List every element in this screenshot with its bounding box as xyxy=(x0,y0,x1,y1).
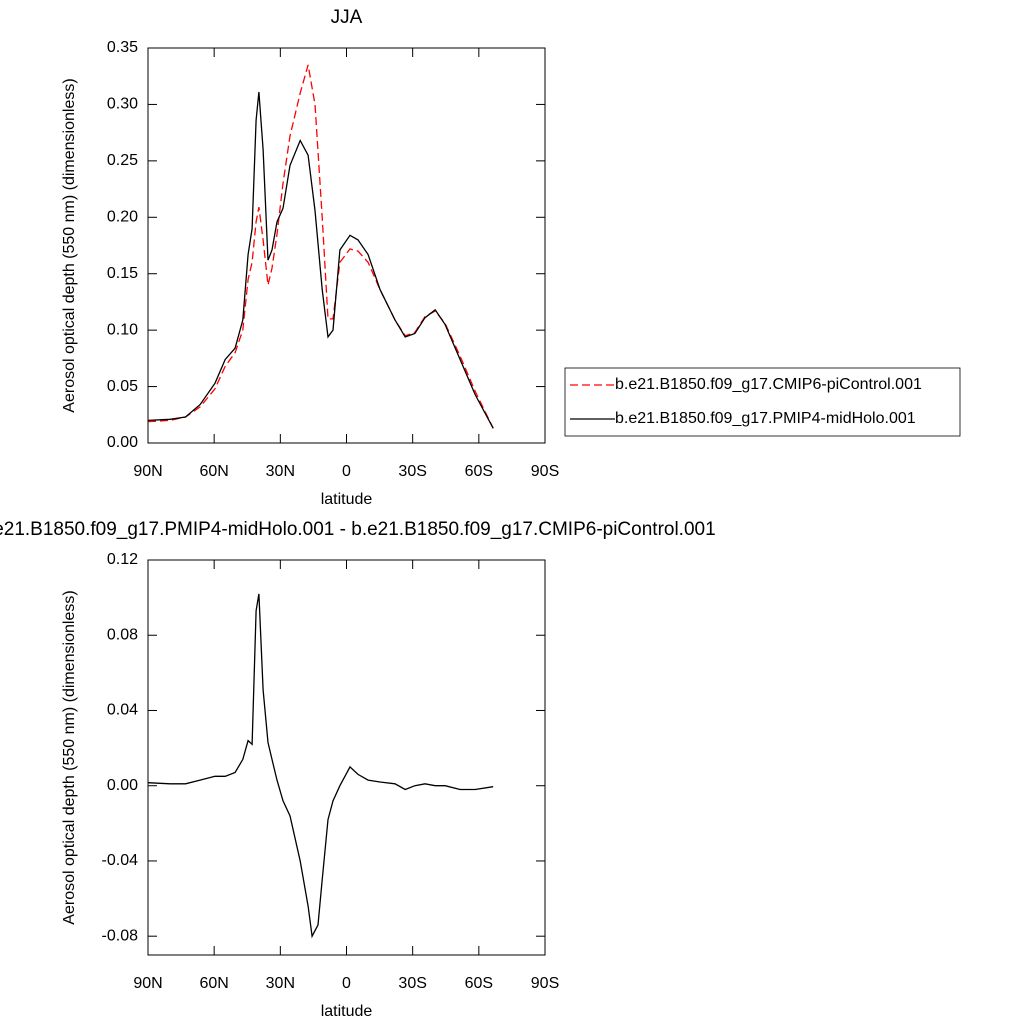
chart: b.e21.B1850.f09_g17.PMIP4-midHolo.001 - … xyxy=(0,519,716,1020)
y-tick-label: 0.08 xyxy=(107,626,138,643)
y-axis-label: Aerosol optical depth (550 nm) (dimensio… xyxy=(61,78,78,412)
chart-title: JJA xyxy=(331,7,363,28)
y-tick-label: 0.00 xyxy=(107,434,138,451)
x-tick-label: 30S xyxy=(398,463,426,480)
y-tick-label: 0.35 xyxy=(107,39,138,56)
x-tick-label: 60N xyxy=(199,463,228,480)
x-tick-label: 60S xyxy=(465,463,493,480)
y-tick-label: 0.00 xyxy=(107,777,138,794)
y-tick-label: 0.25 xyxy=(107,152,138,169)
chart-title: b.e21.B1850.f09_g17.PMIP4-midHolo.001 - … xyxy=(0,519,716,540)
y-tick-label: 0.30 xyxy=(107,96,138,113)
x-tick-label: 0 xyxy=(342,463,351,480)
y-tick-label: 0.10 xyxy=(107,321,138,338)
legend-box xyxy=(564,367,961,437)
y-tick-label: 0.04 xyxy=(107,702,138,719)
x-tick-label: 90N xyxy=(133,463,162,480)
y-tick-label: 0.12 xyxy=(107,551,138,568)
y-tick-label: 0.20 xyxy=(107,209,138,226)
x-tick-label: 90N xyxy=(133,975,162,992)
x-axis-label: latitude xyxy=(321,491,373,508)
data-line xyxy=(147,64,494,429)
x-tick-label: 90S xyxy=(531,975,559,992)
legend-label: b.e21.B1850.f09_g17.CMIP6-piControl.001 xyxy=(615,376,922,393)
data-line xyxy=(147,91,494,429)
x-tick-label: 60N xyxy=(199,975,228,992)
y-tick-label: 0.15 xyxy=(107,265,138,282)
y-axis-label: Aerosol optical depth (550 nm) (dimensio… xyxy=(61,590,78,924)
chart: JJA latitude Aerosol optical depth (550 nm… xyxy=(61,7,961,508)
x-tick-label: 0 xyxy=(342,975,351,992)
plot-frame xyxy=(147,47,546,444)
x-tick-label: 60S xyxy=(465,975,493,992)
x-tick-label: 30S xyxy=(398,975,426,992)
plot-frame xyxy=(147,559,546,956)
data-line xyxy=(147,593,494,939)
y-tick-label: 0.05 xyxy=(107,378,138,395)
x-tick-label: 30N xyxy=(266,463,295,480)
y-tick-label: -0.08 xyxy=(102,927,139,944)
x-axis-label: latitude xyxy=(321,1003,373,1020)
legend-label: b.e21.B1850.f09_g17.PMIP4-midHolo.001 xyxy=(615,410,916,427)
y-tick-label: -0.04 xyxy=(102,852,139,869)
x-tick-label: 30N xyxy=(266,975,295,992)
x-tick-label: 90S xyxy=(531,463,559,480)
